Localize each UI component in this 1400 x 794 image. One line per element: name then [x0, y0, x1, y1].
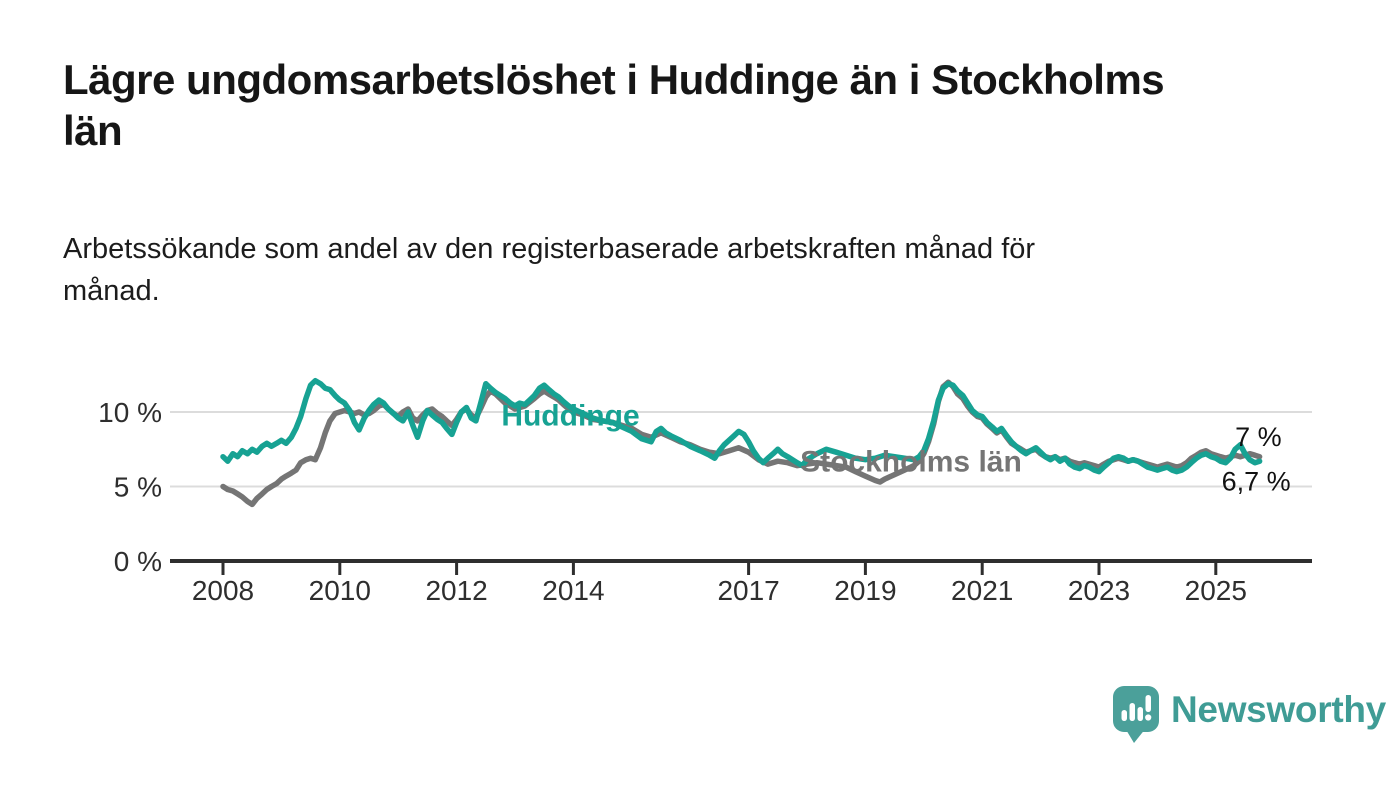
page-title-line-2: län	[63, 107, 123, 155]
brand-name: Newsworthy	[1171, 689, 1386, 730]
x-tick-label-2008: 2008	[192, 575, 254, 606]
page-subtitle: Arbetssökande som andel av den registerb…	[63, 228, 1263, 312]
page-title: Lägre ungdomsarbetslöshet i Huddinge än …	[63, 54, 1353, 156]
page-subtitle-line-2: månad.	[63, 275, 160, 308]
y-tick-label-5pct: 5 %	[114, 471, 162, 502]
end-value-label-1: 7 %	[1235, 422, 1282, 452]
series-label-huddinge: Huddinge	[501, 399, 639, 432]
x-tick-label-2010: 2010	[309, 575, 371, 606]
x-tick-label-2012: 2012	[425, 575, 487, 606]
x-tick-label-2019: 2019	[834, 575, 896, 606]
x-tick-label-2014: 2014	[542, 575, 604, 606]
x-tick-label-2021: 2021	[951, 575, 1013, 606]
series-label-stockholms-l-n: Stockholms län	[800, 446, 1022, 479]
x-tick-label-2023: 2023	[1068, 575, 1130, 606]
newsworthy-logo-icon	[1113, 686, 1159, 743]
x-tick-label-2017: 2017	[717, 575, 779, 606]
page-subtitle-line-1: Arbetssökande som andel av den registerb…	[63, 233, 1036, 265]
brand-logo: Newsworthy	[1112, 686, 1386, 744]
x-tick-label-2025: 2025	[1185, 575, 1247, 606]
huddinge-line	[220, 377, 1263, 475]
end-value-label-2: 6,7 %	[1222, 467, 1291, 497]
y-tick-label-0pct: 0 %	[114, 546, 162, 577]
y-tick-label-10pct: 10 %	[98, 397, 162, 428]
page-title-line-1: Lägre ungdomsarbetslöshet i Huddinge än …	[63, 56, 1165, 103]
